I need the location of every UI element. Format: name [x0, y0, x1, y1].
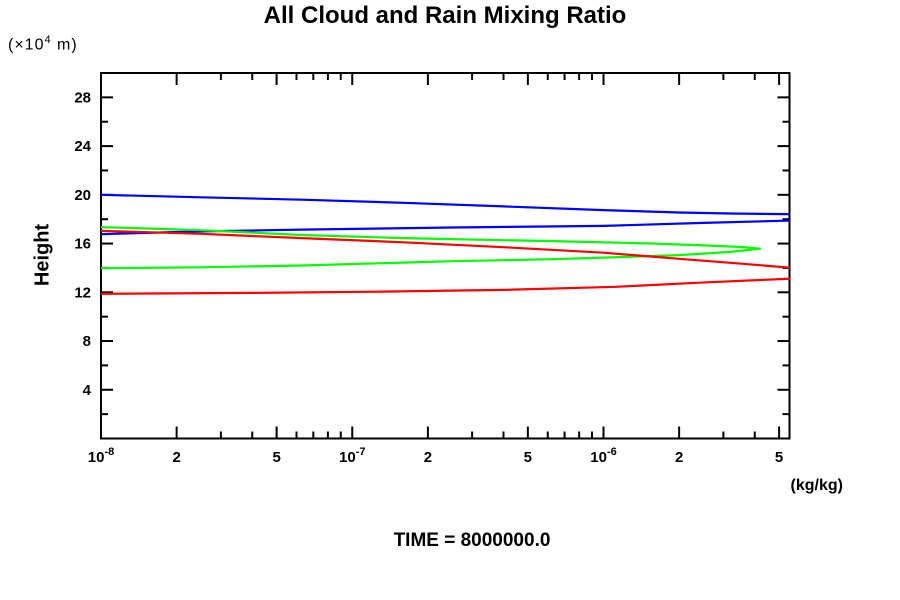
- y-tick-label: 28: [74, 89, 91, 106]
- series-line-red-profile: [100, 229, 790, 295]
- y-tick-label: 16: [74, 236, 91, 253]
- y-axis-unit-exponent: 4: [44, 34, 52, 46]
- series-line-green-profile: [100, 226, 762, 270]
- x-axis-unit-label: (kg/kg): [790, 477, 843, 494]
- y-tick-label: 8: [83, 333, 91, 350]
- plot-frame: [100, 72, 791, 440]
- x-tick-label: 5: [272, 449, 280, 466]
- x-tick-label: 10-8: [88, 446, 114, 466]
- x-tick-label: 5: [524, 449, 532, 466]
- y-tick-label: 12: [74, 284, 91, 301]
- y-tick-label: 24: [74, 138, 91, 155]
- time-caption: TIME = 8000000.0: [393, 530, 551, 551]
- x-tick-label: 2: [675, 449, 683, 466]
- x-tick-label: 5: [775, 449, 783, 466]
- y-tick-label: 4: [83, 382, 92, 399]
- x-tick-label: 2: [172, 449, 180, 466]
- x-tick-label: 10-7: [339, 446, 365, 466]
- x-tick-label: 10-6: [590, 446, 616, 466]
- y-tick-label: 20: [74, 187, 91, 204]
- chart-title: All Cloud and Rain Mixing Ratio: [263, 2, 627, 29]
- y-axis-unit-pre: (×10: [8, 36, 45, 54]
- x-tick-label: 2: [424, 449, 432, 466]
- y-axis-unit-post: m): [51, 36, 78, 54]
- y-axis-unit-label: (×104 m): [8, 34, 78, 54]
- series-line-blue-profile: [100, 193, 790, 236]
